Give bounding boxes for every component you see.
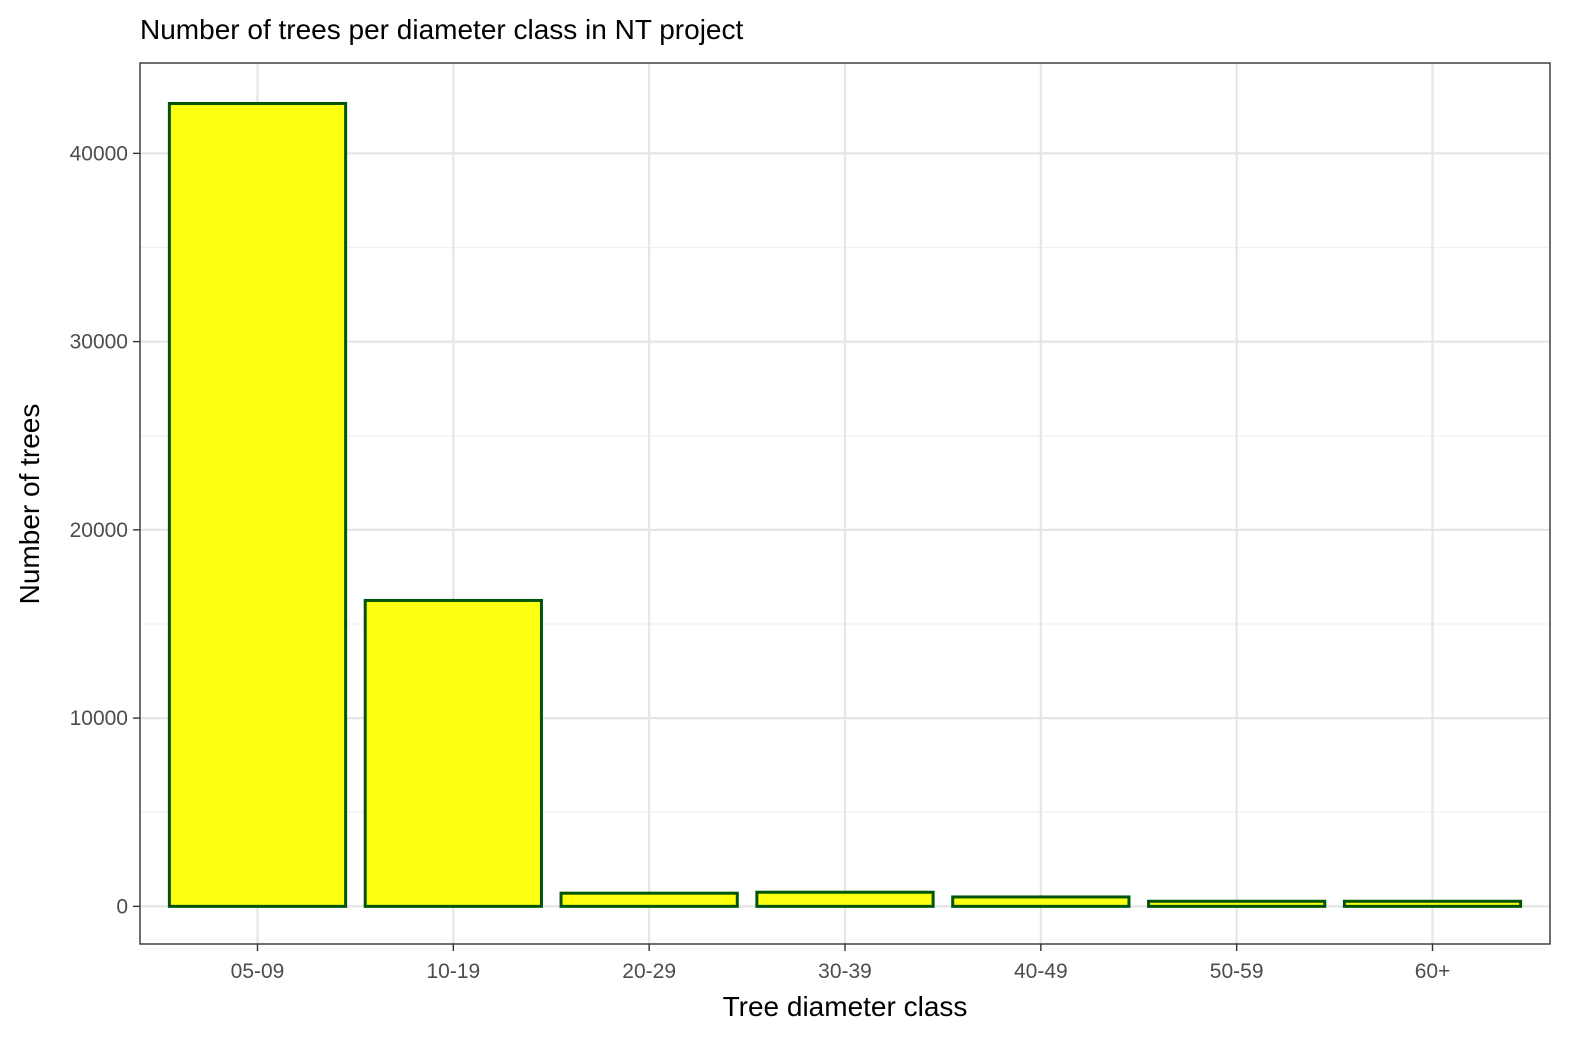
- y-tick-label: 10000: [70, 707, 128, 730]
- chart-title: Number of trees per diameter class in NT…: [140, 14, 743, 45]
- x-tick-label: 10-19: [426, 960, 480, 983]
- bar-50-59: [1147, 899, 1327, 908]
- bar-10-19: [363, 598, 543, 908]
- x-tick-label: 50-59: [1210, 960, 1264, 983]
- y-axis: 0 10000 20000 30000 40000: [70, 142, 140, 918]
- x-axis: 05-09 10-19 20-29 30-39 40-49 50-59 60+: [231, 944, 1451, 983]
- y-tick-label: 40000: [70, 142, 128, 165]
- bar-05-09: [167, 101, 348, 908]
- bar-60+: [1342, 899, 1523, 908]
- x-axis-title: Tree diameter class: [723, 991, 968, 1022]
- x-tick-label: 05-09: [231, 960, 285, 983]
- x-tick-label: 30-39: [818, 960, 872, 983]
- x-tick-label: 40-49: [1014, 960, 1068, 983]
- x-tick-label: 60+: [1415, 960, 1451, 983]
- y-tick-label: 0: [116, 895, 128, 918]
- y-tick-label: 30000: [70, 331, 128, 354]
- y-tick-label: 20000: [70, 519, 128, 542]
- x-tick-label: 20-29: [622, 960, 676, 983]
- bar-40-49: [951, 895, 1131, 908]
- y-axis-title: Number of trees: [14, 404, 45, 605]
- bar-30-39: [755, 890, 935, 908]
- bar-20-29: [559, 891, 739, 908]
- bars: [167, 101, 1523, 908]
